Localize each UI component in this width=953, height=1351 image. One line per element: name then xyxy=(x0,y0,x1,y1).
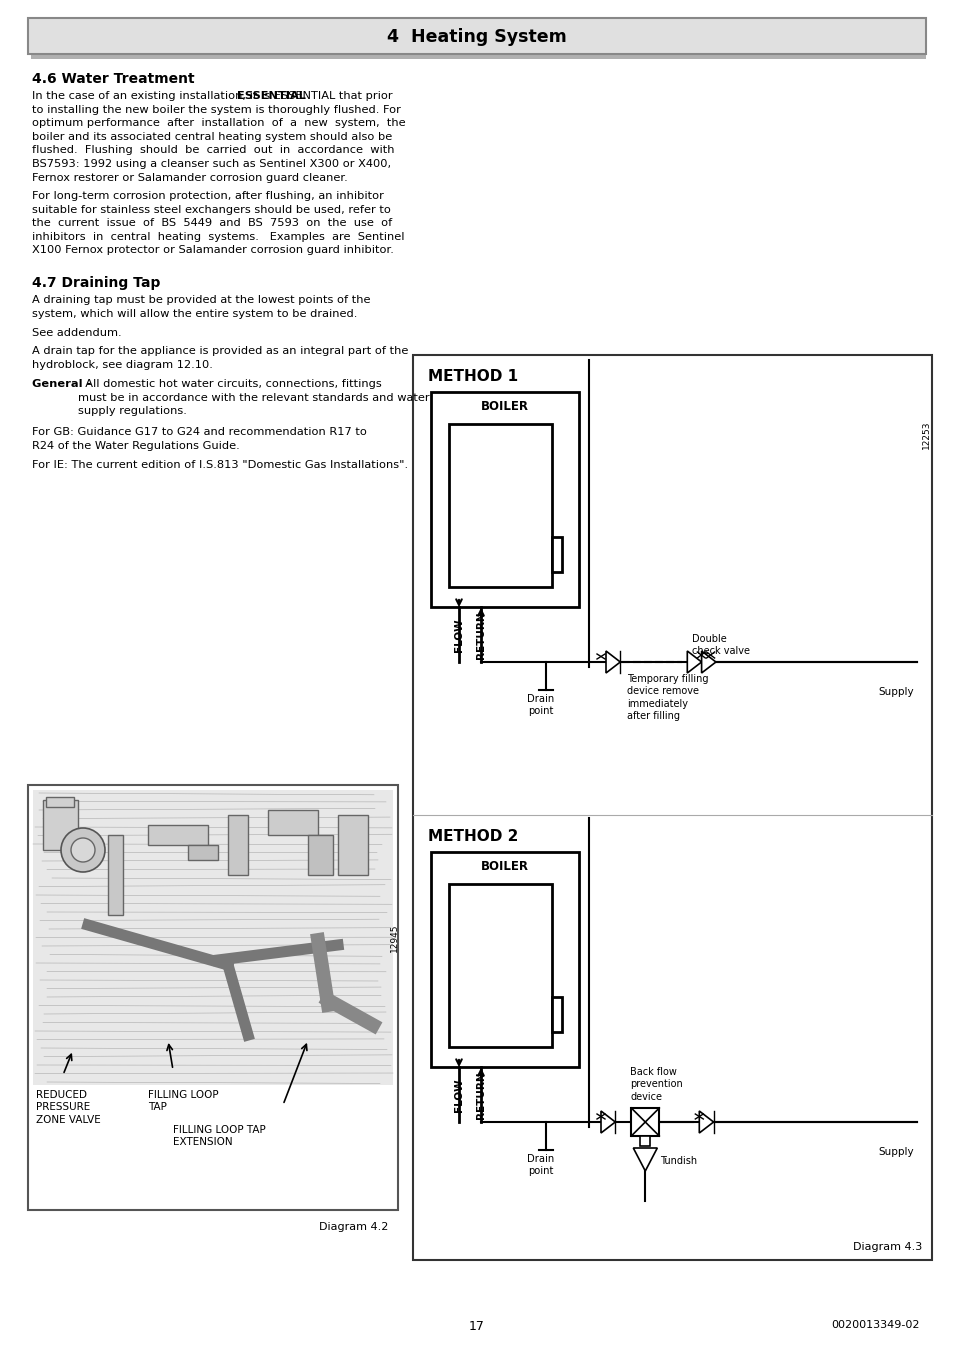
Bar xyxy=(308,835,333,875)
Bar xyxy=(639,1136,650,1146)
Bar xyxy=(43,800,78,850)
Text: Tundish: Tundish xyxy=(659,1156,697,1166)
Text: See addendum.: See addendum. xyxy=(32,328,121,338)
Text: BOILER: BOILER xyxy=(480,859,529,873)
Polygon shape xyxy=(686,651,700,673)
Circle shape xyxy=(71,838,95,862)
Bar xyxy=(30,54,925,59)
Text: RETURN: RETURN xyxy=(476,1071,485,1119)
Text: Supply: Supply xyxy=(878,688,913,697)
Polygon shape xyxy=(605,651,619,673)
Text: All domestic hot water circuits, connections, fittings
must be in accordance wit: All domestic hot water circuits, connect… xyxy=(78,380,429,416)
Text: Diagram 4.3: Diagram 4.3 xyxy=(852,1242,921,1252)
Text: METHOD 1: METHOD 1 xyxy=(428,369,517,384)
Text: Drain
point: Drain point xyxy=(527,694,554,716)
Bar xyxy=(631,1108,659,1136)
Text: RETURN: RETURN xyxy=(476,611,485,659)
Text: REDUCED
PRESSURE
ZONE VALVE: REDUCED PRESSURE ZONE VALVE xyxy=(36,1090,101,1125)
Circle shape xyxy=(61,828,105,871)
Text: A draining tap must be provided at the lowest points of the
system, which will a: A draining tap must be provided at the l… xyxy=(32,295,370,319)
Bar xyxy=(337,815,368,875)
Bar xyxy=(188,844,218,861)
Bar xyxy=(449,884,552,1047)
Text: 12253: 12253 xyxy=(921,420,929,450)
Text: For long-term corrosion protection, after flushing, an inhibitor
suitable for st: For long-term corrosion protection, afte… xyxy=(32,190,404,255)
Bar xyxy=(33,790,393,1085)
Text: 4  Heating System: 4 Heating System xyxy=(387,28,566,46)
Bar xyxy=(108,835,123,915)
Text: Double
check valve: Double check valve xyxy=(692,634,749,657)
Polygon shape xyxy=(600,1111,615,1133)
Text: ESSENTIAL: ESSENTIAL xyxy=(236,91,306,101)
Text: For GB: Guidance G17 to G24 and recommendation R17 to
R24 of the Water Regulatio: For GB: Guidance G17 to G24 and recommen… xyxy=(32,427,367,451)
Text: FLOW: FLOW xyxy=(454,1078,463,1112)
Text: 4.7 Draining Tap: 4.7 Draining Tap xyxy=(32,276,160,290)
Text: METHOD 2: METHOD 2 xyxy=(428,830,517,844)
Bar xyxy=(28,785,397,1210)
Bar xyxy=(413,355,931,1260)
Text: 12945: 12945 xyxy=(389,923,398,951)
Bar xyxy=(148,825,208,844)
Text: FILLING LOOP
TAP: FILLING LOOP TAP xyxy=(148,1090,218,1112)
Text: 17: 17 xyxy=(469,1320,484,1333)
Text: FILLING LOOP TAP
EXTENSION: FILLING LOOP TAP EXTENSION xyxy=(172,1125,266,1147)
Text: 0020013349-02: 0020013349-02 xyxy=(831,1320,919,1329)
Polygon shape xyxy=(633,1148,657,1171)
Bar xyxy=(268,811,317,835)
Text: 4.6 Water Treatment: 4.6 Water Treatment xyxy=(32,72,194,86)
Bar xyxy=(431,852,578,1067)
Text: For IE: The current edition of I.S.813 "Domestic Gas Installations".: For IE: The current edition of I.S.813 "… xyxy=(32,459,408,470)
Bar xyxy=(449,424,552,586)
Bar xyxy=(431,392,578,607)
Text: Diagram 4.2: Diagram 4.2 xyxy=(318,1223,388,1232)
Text: Temporary filling
device remove
immediately
after filling: Temporary filling device remove immediat… xyxy=(627,674,708,721)
Bar xyxy=(552,536,561,571)
Polygon shape xyxy=(700,651,715,673)
Bar xyxy=(552,997,561,1032)
Text: Supply: Supply xyxy=(878,1147,913,1156)
Bar xyxy=(228,815,248,875)
Bar xyxy=(46,797,74,807)
Text: General -: General - xyxy=(32,380,91,389)
Text: In the case of an existing installation, it is ESSENTIAL that prior
to installin: In the case of an existing installation,… xyxy=(32,91,405,182)
Text: BOILER: BOILER xyxy=(480,400,529,412)
Text: Drain
point: Drain point xyxy=(527,1154,554,1177)
Text: A drain tap for the appliance is provided as an integral part of the
hydroblock,: A drain tap for the appliance is provide… xyxy=(32,346,408,370)
Text: Back flow
prevention
device: Back flow prevention device xyxy=(630,1067,682,1102)
Polygon shape xyxy=(699,1111,713,1133)
Bar xyxy=(28,18,925,54)
Text: FLOW: FLOW xyxy=(454,619,463,651)
